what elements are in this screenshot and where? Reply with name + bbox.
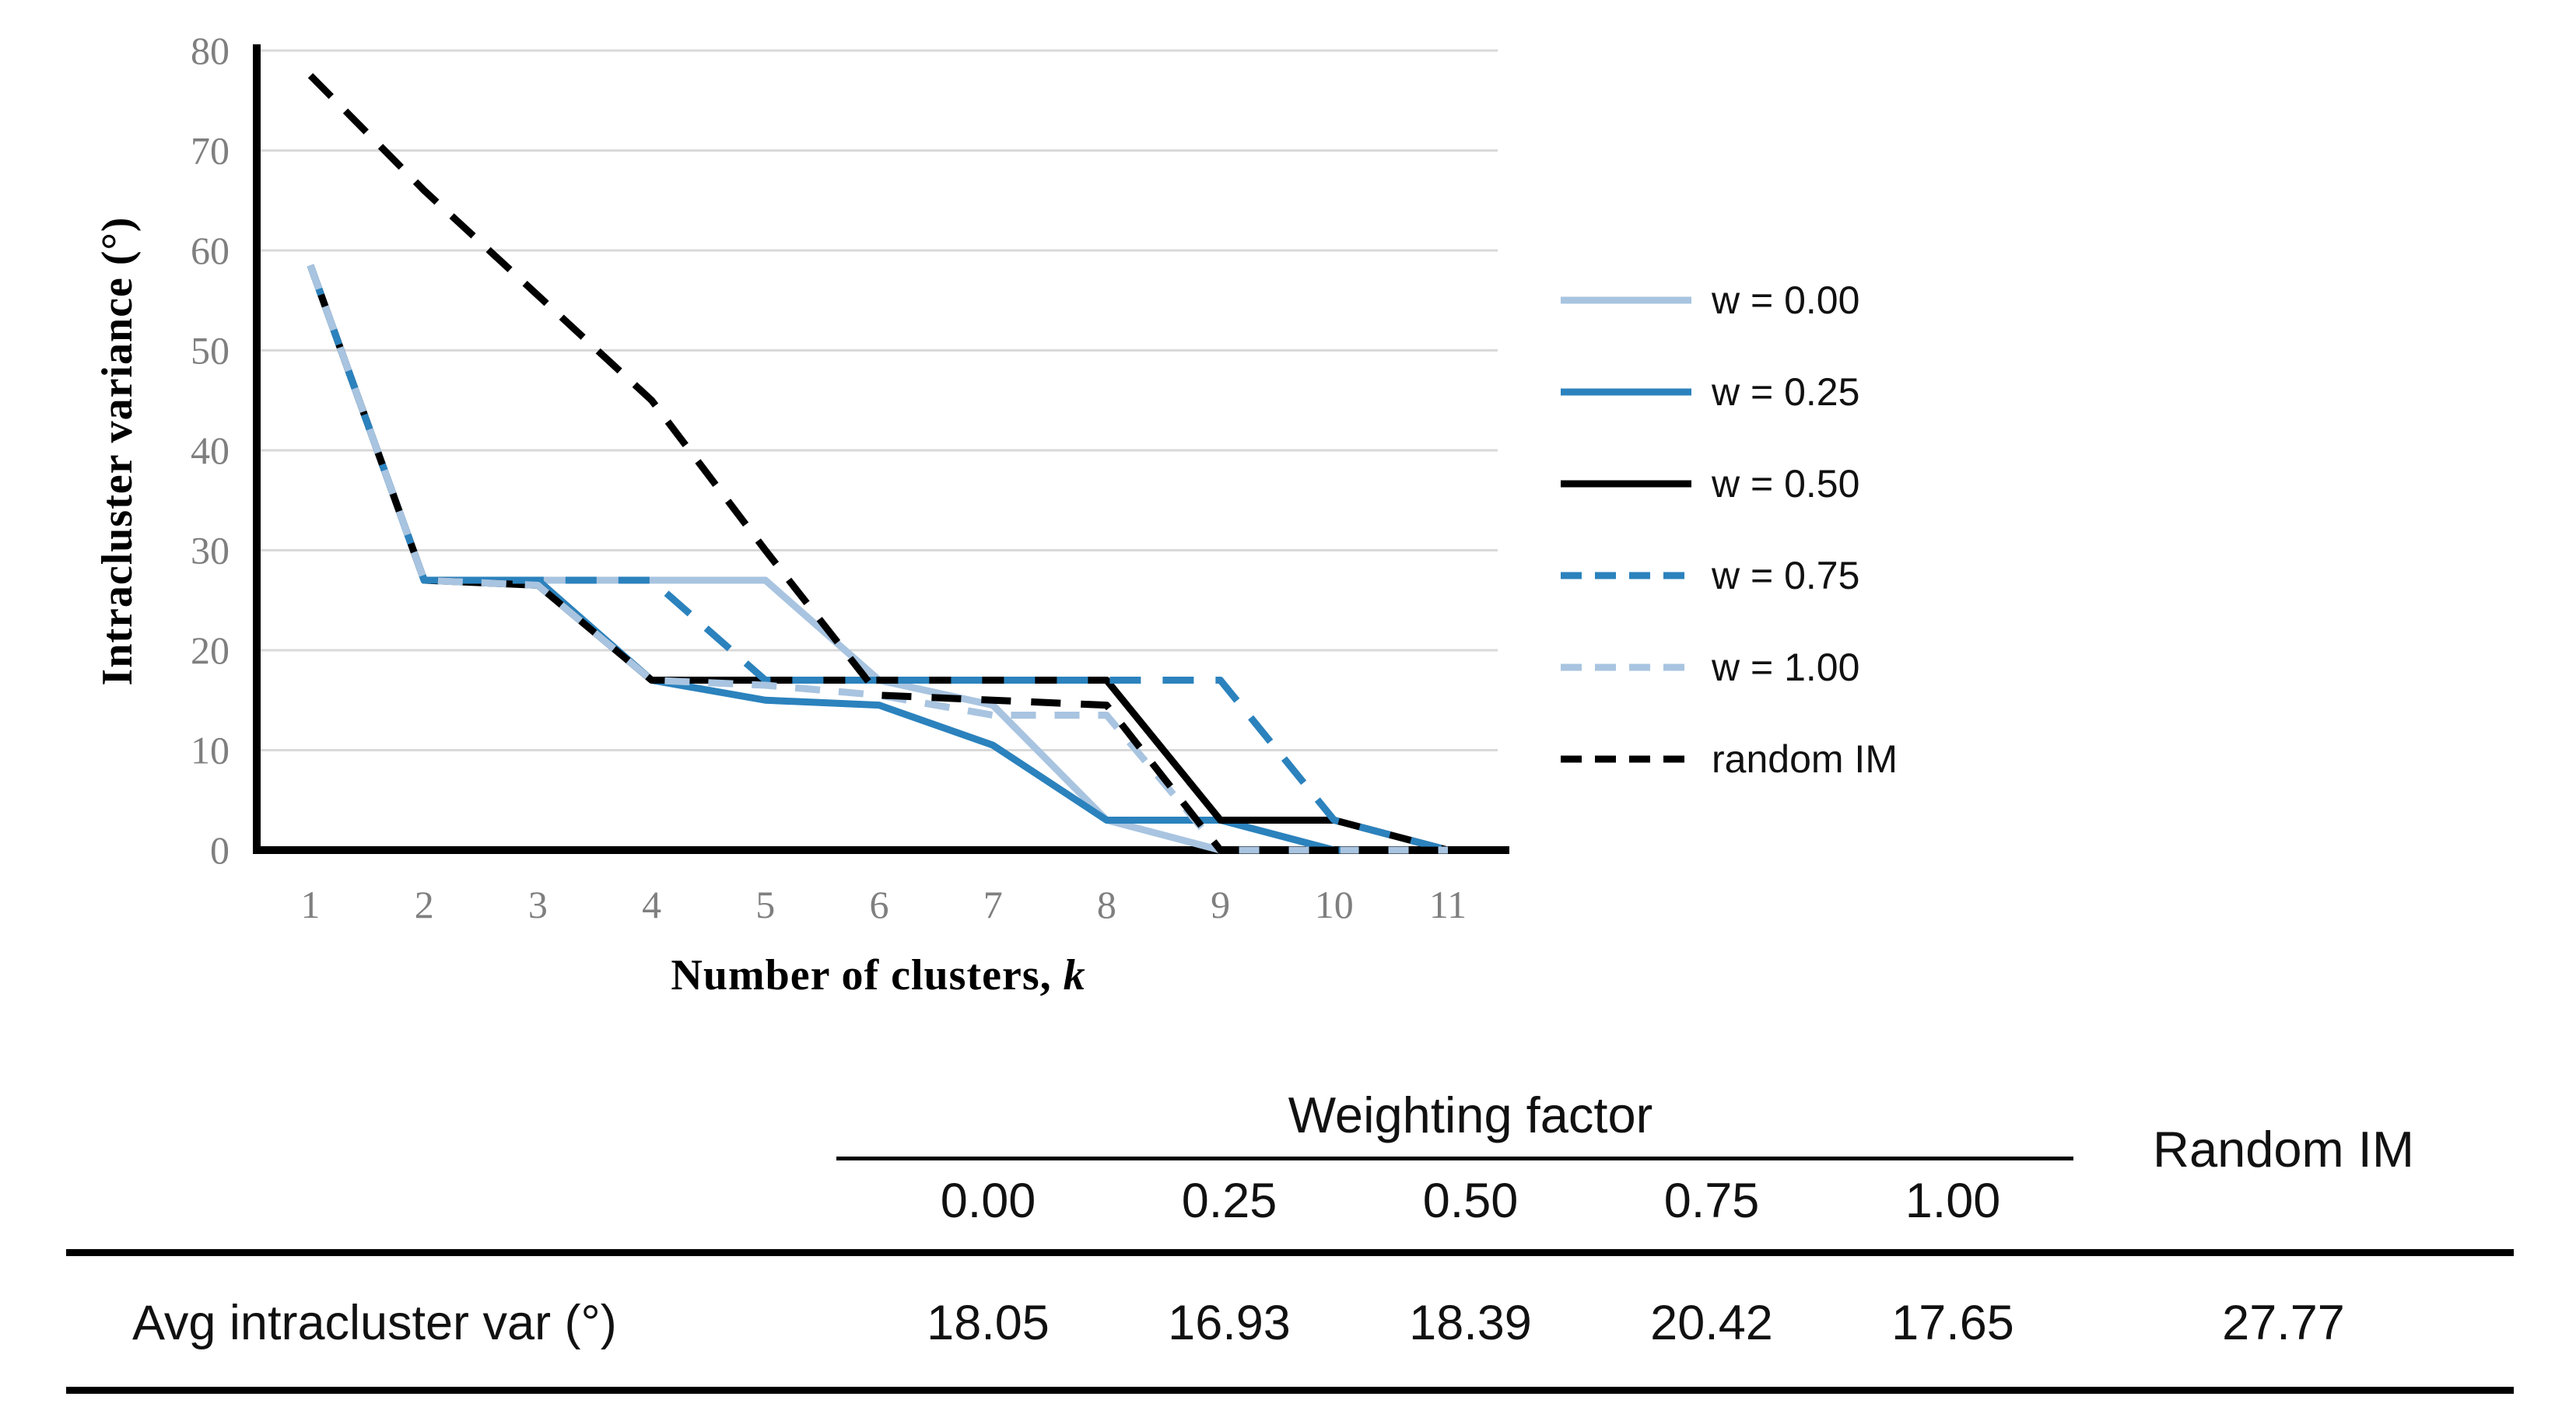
y-tick-label-50: 50: [191, 329, 230, 373]
legend-label: w = 0.50: [1712, 462, 1860, 506]
x-tick-label-10: 10: [1315, 883, 1354, 926]
x-tick-label-5: 5: [755, 883, 775, 926]
series-line-w0.75: [307, 264, 1449, 854]
x-tick-label-6: 6: [870, 883, 889, 926]
legend-label: w = 0.25: [1712, 370, 1860, 414]
legend-swatch-line: [1561, 480, 1691, 488]
legend-label: random IM: [1712, 737, 1898, 781]
legend-item-w0.25: w = 0.25: [1561, 369, 1859, 415]
y-tick-label-80: 80: [191, 29, 230, 72]
table-row-label: Avg intracluster var (°): [132, 1296, 617, 1350]
x-tick-label-8: 8: [1097, 883, 1116, 926]
table-group-header-underline: [836, 1157, 2073, 1160]
legend-swatch-line: [1561, 388, 1691, 396]
y-tick-label-60: 60: [191, 229, 230, 272]
legend-item-w0.75: w = 0.75: [1561, 552, 1859, 599]
x-axis-title-text: Number of clusters,: [671, 951, 1064, 999]
series-line-w0.50: [307, 264, 1449, 854]
table-top-rule: [66, 1249, 2514, 1256]
x-tick-label-9: 9: [1211, 883, 1230, 926]
legend-label: w = 1.00: [1712, 646, 1860, 689]
table-value-w0.75: 20.42: [1650, 1296, 1773, 1350]
table-value-w0.25: 16.93: [1168, 1296, 1291, 1350]
x-tick-label-1: 1: [301, 883, 321, 926]
x-tick-label-11: 11: [1429, 883, 1467, 926]
legend-swatch-line: [1561, 572, 1691, 579]
legend-swatch-line: [1561, 755, 1691, 763]
table-col-header-1.00: 1.00: [1905, 1174, 2001, 1228]
series-line-randomIM: [307, 72, 1448, 854]
legend-item-w1.00: w = 1.00: [1561, 644, 1859, 691]
legend-swatch-line: [1561, 296, 1691, 304]
y-tick-label-10: 10: [191, 729, 230, 772]
table-value-w0.50: 18.39: [1409, 1296, 1532, 1350]
x-tick-label-4: 4: [642, 883, 661, 926]
legend-item-randomIM: random IM: [1561, 736, 1898, 782]
series-line-w1.00: [307, 264, 1448, 854]
table-bottom-rule: [66, 1387, 2514, 1394]
y-axis-title: Intracluster variance (°): [93, 216, 142, 686]
legend-item-w0.00: w = 0.00: [1561, 277, 1859, 324]
table-value-random-im: 27.77: [2222, 1296, 2345, 1350]
table-group-header-weighting-factor: Weighting factor: [1288, 1087, 1653, 1143]
table-value-w0.00: 18.05: [927, 1296, 1050, 1350]
table-col-header-0.50: 0.50: [1422, 1174, 1519, 1228]
legend-label: w = 0.75: [1712, 554, 1860, 597]
table-header-random-im: Random IM: [2153, 1121, 2414, 1178]
y-tick-label-40: 40: [191, 429, 230, 472]
legend-item-w0.50: w = 0.50: [1561, 460, 1859, 507]
table-col-header-0.75: 0.75: [1663, 1174, 1760, 1228]
table-col-header-0.25: 0.25: [1181, 1174, 1277, 1228]
table-col-header-0.00: 0.00: [940, 1174, 1036, 1228]
table-value-w1.00: 17.65: [1891, 1296, 2014, 1350]
x-axis-title: Number of clusters, k: [412, 950, 1345, 1005]
x-axis-title-variable: k: [1063, 951, 1086, 999]
x-tick-label-2: 2: [415, 883, 434, 926]
series-line-w0.00: [307, 264, 1448, 854]
line-chart: 0 10 20 30 40 50 60 70 80 1 2 3 4 5 6 7 8 9 10 11: [191, 29, 1509, 926]
x-tick-label-3: 3: [528, 883, 548, 926]
y-tick-label-30: 30: [191, 529, 230, 572]
x-tick-label-7: 7: [983, 883, 1003, 926]
series-line-w0.25: [307, 264, 1448, 854]
legend-swatch-line: [1561, 663, 1691, 671]
y-tick-label-0: 0: [210, 828, 230, 872]
legend-label: w = 0.00: [1712, 278, 1860, 322]
y-tick-label-70: 70: [191, 129, 230, 173]
y-tick-label-20: 20: [191, 628, 230, 672]
